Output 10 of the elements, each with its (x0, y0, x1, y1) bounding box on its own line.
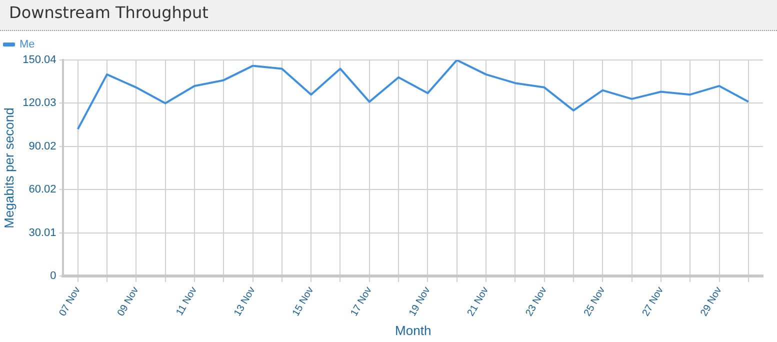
x-axis-title: Month (395, 322, 432, 338)
y-tick-label: 120.03 (22, 97, 56, 110)
chart-title: Downstream Throughput (0, 0, 777, 31)
y-tick-label: 150.04 (22, 54, 56, 66)
legend-label: Me (20, 38, 35, 51)
y-tick-label: 60.02 (28, 184, 56, 196)
y-tick-label: 30.01 (28, 226, 56, 239)
y-tick-label: 0 (50, 270, 56, 282)
y-tick-label: 90.02 (28, 140, 56, 152)
y-axis-title: Megabits per second (1, 108, 16, 228)
